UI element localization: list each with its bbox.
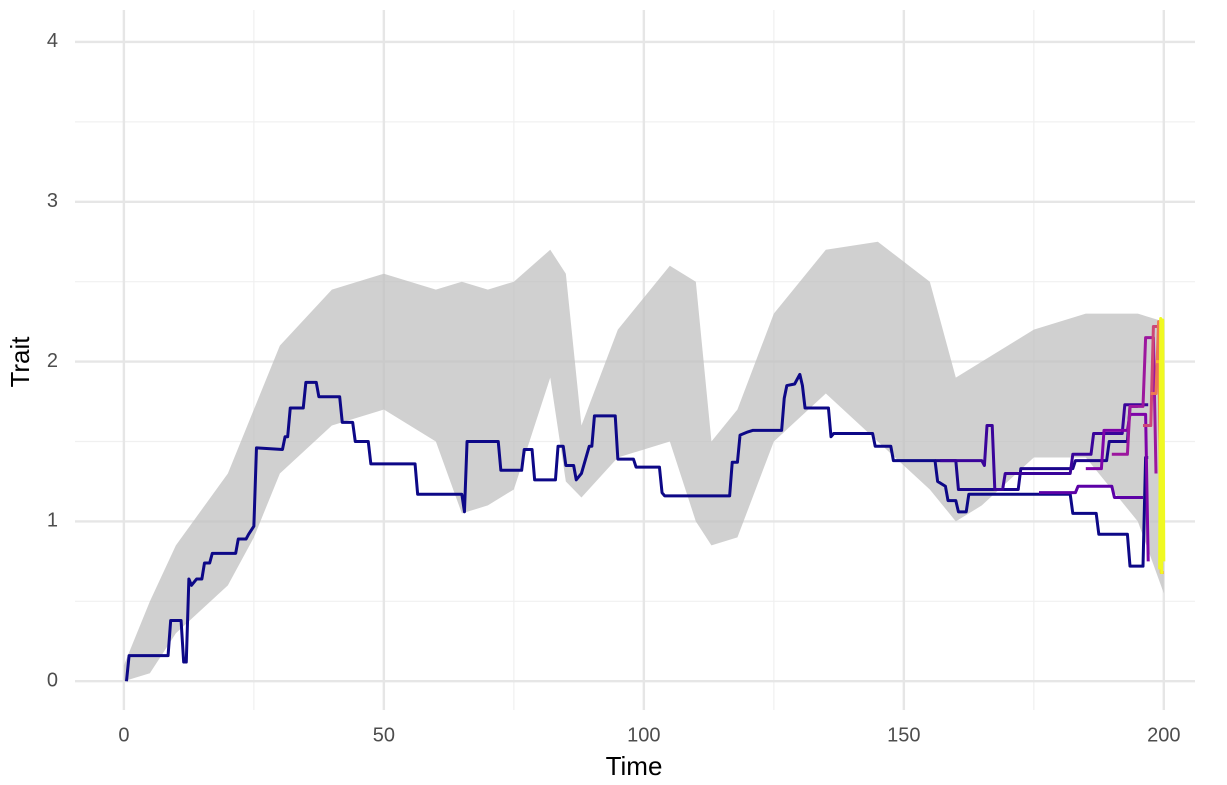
x-tick-label: 100 xyxy=(627,724,660,746)
lineage-line xyxy=(1158,316,1166,575)
y-tick-label: 1 xyxy=(47,510,58,532)
x-tick-label: 0 xyxy=(118,724,129,746)
x-axis-title: Time xyxy=(606,751,663,781)
y-tick-label: 4 xyxy=(47,30,58,52)
x-tick-label: 50 xyxy=(373,724,395,746)
y-axis-title: Trait xyxy=(5,336,35,388)
lineage-line xyxy=(124,372,1149,682)
x-tick-label: 200 xyxy=(1147,724,1180,746)
y-tick-label: 0 xyxy=(47,670,58,692)
trait-cloud xyxy=(123,241,1164,682)
lineage-line xyxy=(940,403,1149,491)
y-tick-label: 2 xyxy=(47,350,58,372)
lineage-line xyxy=(1039,484,1143,499)
x-tick-label: 150 xyxy=(887,724,920,746)
y-tick-label: 3 xyxy=(47,190,58,212)
